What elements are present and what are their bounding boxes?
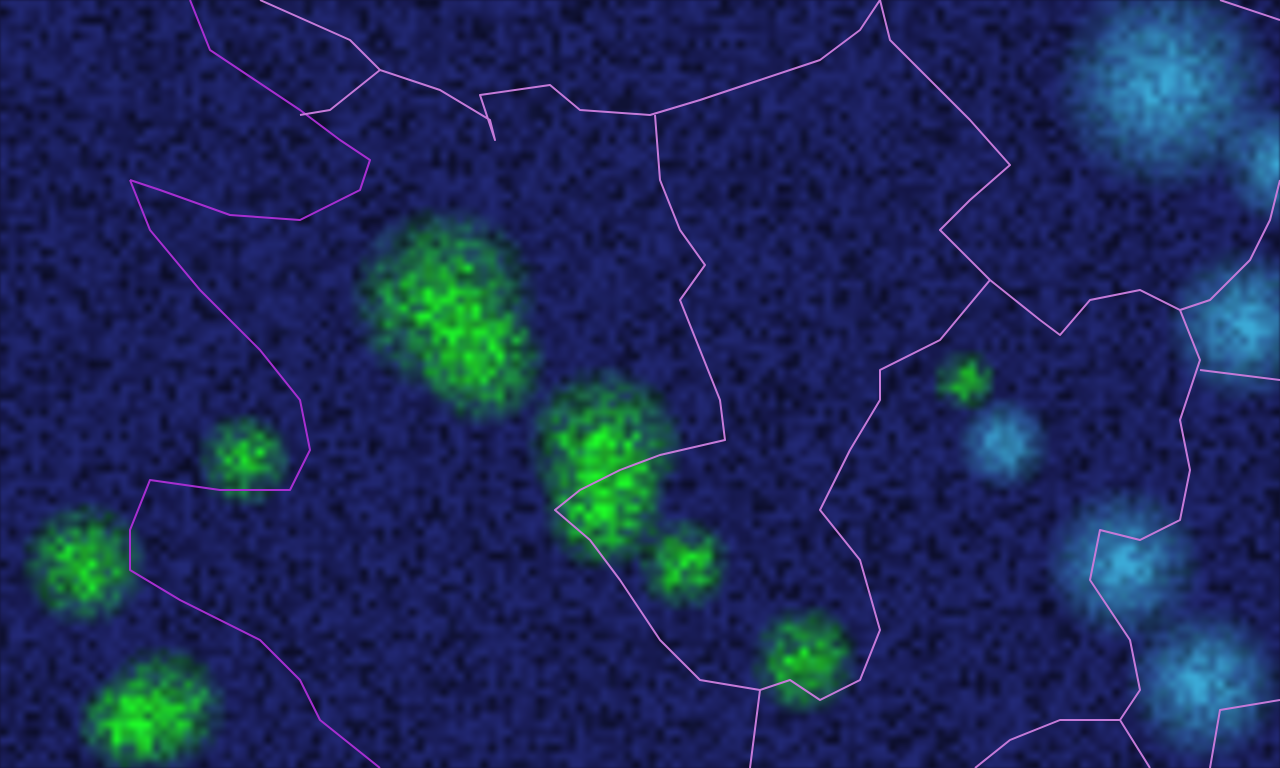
border-line bbox=[1089, 309, 1201, 768]
border-line bbox=[259, 0, 381, 116]
border-line bbox=[129, 0, 371, 221]
border-line bbox=[379, 0, 881, 141]
border-line bbox=[1199, 369, 1280, 381]
border-line bbox=[129, 179, 381, 768]
border-line bbox=[1219, 0, 1280, 21]
border-line bbox=[879, 0, 1280, 336]
border-line bbox=[1209, 699, 1280, 768]
border-line bbox=[974, 719, 1120, 768]
border-line bbox=[749, 689, 761, 768]
border-line bbox=[554, 114, 991, 701]
